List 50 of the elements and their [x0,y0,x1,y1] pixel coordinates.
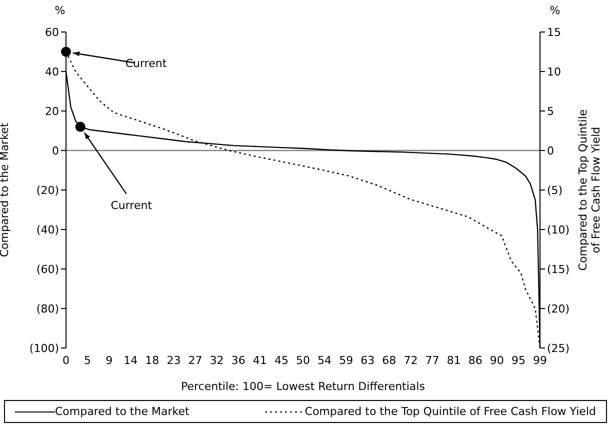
x-tick-label: 36 [231,354,246,367]
y-tick-label: (100) [29,342,59,355]
y-tick-label: (20) [36,184,59,197]
y2-tick-label: (10) [547,223,570,236]
x-tick-label: 5 [84,354,92,367]
x-tick-label: 72 [404,354,418,367]
text: % [54,4,66,17]
x-tick-label: 77 [425,354,440,367]
x-tick-label: 81 [446,354,461,367]
x-tick-label: 86 [468,354,482,367]
y2-tick-label: 10 [547,65,561,78]
y2-tick-label: 15 [547,26,561,39]
text: % [550,4,560,17]
y2-tick-label: 0 [547,144,554,158]
x-tick-label: 0 [62,354,70,367]
x-tick-label: 32 [210,354,224,367]
legend-label: Compared to the Market [55,405,190,418]
y-axis-title: Compared to the Market [0,122,11,258]
annotation: Current [110,198,153,212]
x-tick-label: 59 [339,354,354,367]
x-tick-label: 23 [166,354,181,367]
y2-tick-label: (5) [547,184,563,197]
x-tick-label: 68 [382,354,396,367]
y-tick-label: 40 [45,65,59,78]
x-tick-label: 9 [106,354,113,367]
x-tick-label: 63 [360,354,375,367]
y2-tick-label: (15) [547,262,570,276]
y-tick-label: 60 [45,26,59,39]
y-tick-label: (60) [36,262,59,276]
x-tick-label: 18 [145,354,160,367]
legend-label: Compared to the Top Quintile of Free Cash Flow Yield [304,405,596,418]
x-tick-label: 90 [490,354,504,367]
annotation: Current [125,56,168,70]
x-tick-label: 99 [533,354,547,367]
x-tick-label: 54 [318,354,332,367]
y2-axis-title: Compared to the Top Quintile of Free Cash Flow Yield [576,109,602,271]
y-tick-label: (40) [36,223,59,236]
y2-tick-label: (20) [547,302,570,316]
y-tick-label: 0 [52,144,59,158]
x-tick-label: 41 [252,354,267,367]
x-tick-label: 95 [511,354,526,367]
x-tick-label: 27 [188,354,202,367]
y-tick-label: (80) [36,302,59,316]
x-tick-label: 50 [296,354,310,367]
y2-tick-label: (25) [547,342,570,355]
x-tick-label: 45 [274,354,288,367]
x-axis-title: Percentile: 100= Lowest Return Differentials [181,380,426,393]
y2-tick-label: 5 [547,104,554,118]
y-tick-label: 20 [45,104,59,118]
x-tick-label: 14 [124,354,138,367]
